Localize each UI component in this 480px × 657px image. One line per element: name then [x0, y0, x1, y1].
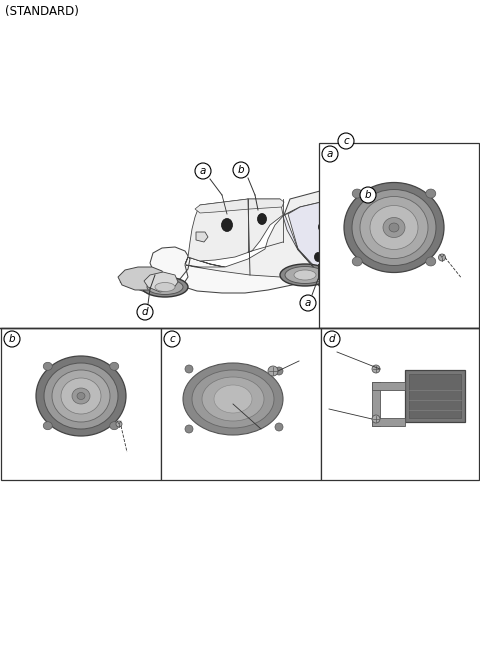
Bar — [319, 143, 479, 328]
Polygon shape — [188, 199, 283, 261]
Text: 96371A: 96371A — [263, 426, 300, 436]
Text: 96390: 96390 — [468, 389, 480, 399]
Circle shape — [268, 366, 278, 376]
Circle shape — [233, 162, 249, 178]
Circle shape — [360, 187, 376, 203]
Ellipse shape — [280, 264, 330, 286]
Bar — [372, 418, 405, 426]
Ellipse shape — [360, 196, 428, 258]
Polygon shape — [118, 267, 165, 290]
Circle shape — [116, 421, 122, 427]
Ellipse shape — [221, 219, 232, 231]
Circle shape — [372, 415, 380, 423]
Polygon shape — [120, 197, 418, 295]
Polygon shape — [288, 197, 390, 267]
Circle shape — [300, 295, 316, 311]
Ellipse shape — [285, 267, 325, 284]
Circle shape — [324, 331, 340, 347]
Ellipse shape — [61, 378, 101, 414]
Ellipse shape — [426, 257, 436, 266]
Polygon shape — [195, 199, 284, 213]
Ellipse shape — [383, 217, 405, 237]
Ellipse shape — [43, 422, 52, 430]
Text: 1338AC: 1338AC — [301, 354, 339, 364]
Ellipse shape — [319, 223, 325, 231]
Text: b: b — [365, 190, 372, 200]
Circle shape — [185, 365, 193, 373]
Text: 1249LJ: 1249LJ — [463, 275, 480, 284]
Ellipse shape — [192, 370, 274, 428]
Bar — [1, 328, 161, 480]
Text: a: a — [200, 166, 206, 176]
Circle shape — [164, 331, 180, 347]
Circle shape — [4, 331, 20, 347]
Polygon shape — [284, 189, 410, 227]
Ellipse shape — [202, 377, 264, 421]
Text: b: b — [238, 165, 244, 175]
Text: 1249LJ: 1249LJ — [129, 449, 162, 459]
Ellipse shape — [344, 183, 444, 273]
Bar — [405, 370, 465, 422]
Circle shape — [372, 365, 380, 373]
Circle shape — [137, 304, 153, 320]
Ellipse shape — [36, 356, 126, 436]
Ellipse shape — [353, 200, 362, 208]
Bar — [321, 328, 479, 480]
Circle shape — [185, 425, 193, 433]
Text: 96331B: 96331B — [372, 304, 415, 314]
Ellipse shape — [110, 362, 119, 371]
Polygon shape — [196, 232, 208, 242]
Ellipse shape — [142, 277, 188, 297]
Text: b: b — [9, 334, 15, 344]
Ellipse shape — [44, 363, 118, 429]
Ellipse shape — [72, 388, 90, 404]
Bar — [409, 374, 461, 418]
Ellipse shape — [314, 252, 322, 261]
Ellipse shape — [389, 223, 399, 232]
Ellipse shape — [352, 189, 362, 198]
Ellipse shape — [147, 279, 183, 294]
Text: 13396: 13396 — [326, 397, 357, 407]
Ellipse shape — [155, 283, 175, 292]
Text: 1125KD: 1125KD — [333, 340, 372, 350]
Ellipse shape — [77, 392, 85, 399]
Text: c: c — [169, 334, 175, 344]
Bar — [372, 382, 405, 390]
Text: (STANDARD): (STANDARD) — [5, 5, 79, 18]
Ellipse shape — [52, 370, 110, 422]
Ellipse shape — [214, 385, 252, 413]
Polygon shape — [315, 199, 416, 293]
Circle shape — [439, 254, 445, 261]
Ellipse shape — [426, 189, 436, 198]
Ellipse shape — [372, 251, 408, 267]
Polygon shape — [186, 215, 315, 277]
Circle shape — [322, 146, 338, 162]
Circle shape — [338, 133, 354, 149]
Ellipse shape — [183, 363, 283, 435]
Polygon shape — [185, 257, 315, 275]
Ellipse shape — [376, 253, 404, 265]
Bar — [372, 382, 380, 426]
Circle shape — [195, 163, 211, 179]
Polygon shape — [144, 272, 178, 292]
Text: c: c — [343, 136, 349, 146]
Ellipse shape — [294, 270, 316, 280]
Text: a: a — [305, 298, 311, 308]
Text: 96360D: 96360D — [59, 458, 103, 468]
Ellipse shape — [110, 422, 119, 430]
Ellipse shape — [370, 206, 418, 250]
Bar — [161, 328, 321, 480]
Text: a: a — [327, 149, 333, 159]
Text: d: d — [329, 334, 336, 344]
Text: d: d — [142, 307, 148, 317]
Ellipse shape — [257, 214, 266, 225]
Ellipse shape — [43, 362, 52, 371]
Polygon shape — [283, 215, 315, 269]
Circle shape — [275, 423, 283, 431]
Circle shape — [275, 367, 283, 375]
Ellipse shape — [352, 257, 362, 266]
Ellipse shape — [352, 189, 436, 265]
